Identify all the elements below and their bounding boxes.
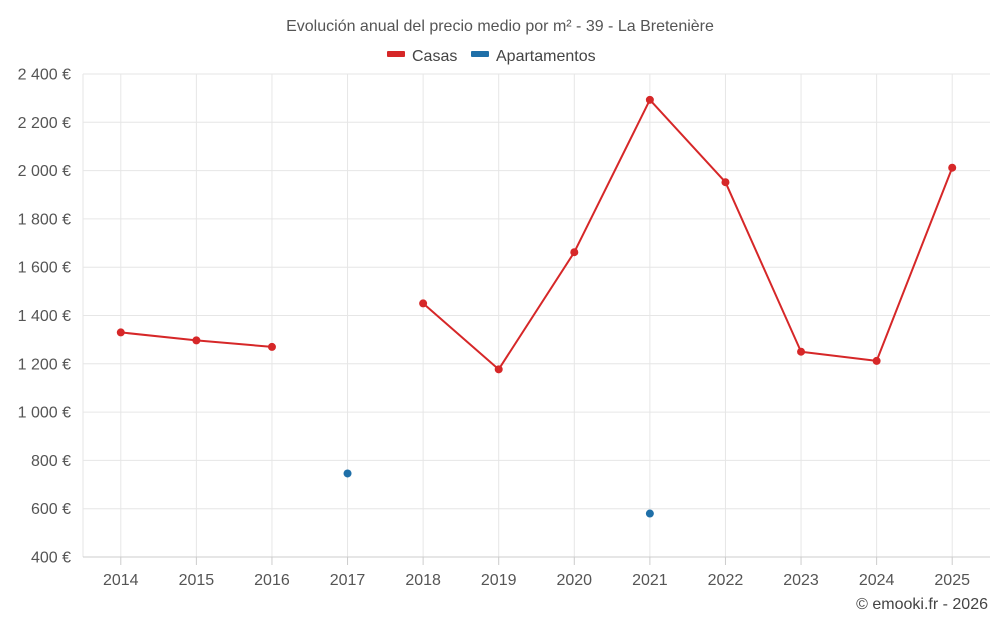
legend: Casas Apartamentos [387,48,596,65]
y-tick-label: 600 € [31,501,71,518]
data-point-casas-2018 [419,299,428,308]
data-point-casas-2025 [948,163,957,172]
y-tick-label: 1 200 € [18,356,71,373]
grid [83,73,990,558]
legend-swatch-casas [387,51,405,57]
y-tick-label: 800 € [31,453,71,470]
y-tick-label: 1 000 € [18,405,71,422]
data-point-apartamentos-2021 [645,509,654,518]
data-point-casas-2014 [116,328,125,337]
x-tick-label: 2015 [179,572,215,589]
y-tick-label: 2 200 € [18,115,71,132]
credit-text: © emooki.fr - 2026 [856,596,988,613]
x-tick-label: 2025 [934,572,970,589]
series-apartamentos [343,469,654,518]
x-tick-label: 2019 [481,572,517,589]
data-point-casas-2024 [872,356,881,365]
legend-label-casas: Casas [412,48,457,65]
y-axis: 400 € 600 € 800 € 1 000 € 1 200 € 1 400 € 1 60… [18,67,71,567]
x-tick-label: 2017 [330,572,366,589]
chart-title: Evolución anual del precio medio por m² … [286,18,714,35]
y-tick-label: 400 € [31,550,71,567]
y-tick-label: 1 600 € [18,260,71,277]
data-point-casas-2020 [570,248,579,257]
data-point-casas-2015 [192,336,201,345]
data-point-casas-2016 [267,342,276,351]
x-tick-label: 2023 [783,572,819,589]
x-axis: 2014 2015 2016 2017 2018 2019 2020 2021 2022 2023… [82,74,990,589]
x-tick-label: 2014 [103,572,139,589]
x-tick-label: 2024 [859,572,895,589]
series-casas [116,95,957,374]
data-point-casas-2021 [645,95,654,104]
y-tick-label: 2 400 € [18,67,71,84]
legend-swatch-apartamentos [471,51,489,57]
y-tick-label: 1 800 € [18,211,71,228]
series-line-casas [422,98,954,371]
data-point-casas-2019 [494,365,503,374]
legend-item-casas[interactable]: Casas [387,48,457,65]
x-tick-label: 2018 [405,572,441,589]
data-point-apartamentos-2017 [343,469,352,478]
y-tick-label: 2 000 € [18,163,71,180]
data-point-casas-2023 [797,347,806,356]
x-tick-label: 2022 [708,572,744,589]
x-tick-label: 2021 [632,572,668,589]
x-tick-label: 2020 [556,572,592,589]
series-layer [116,95,957,518]
data-point-casas-2022 [721,178,730,187]
x-tick-label: 2016 [254,572,290,589]
legend-label-apartamentos: Apartamentos [496,48,596,65]
y-tick-label: 1 400 € [18,308,71,325]
legend-item-apartamentos[interactable]: Apartamentos [471,48,596,65]
